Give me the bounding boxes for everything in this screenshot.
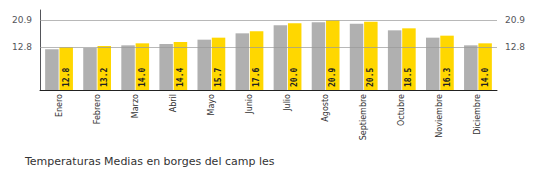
svg-text:14.0: 14.0 [138, 68, 147, 87]
svg-text:20.9: 20.9 [12, 15, 32, 25]
svg-text:18.5: 18.5 [404, 68, 413, 87]
svg-text:Febrero: Febrero [93, 94, 102, 124]
svg-text:Noviembre: Noviembre [435, 94, 444, 138]
svg-text:20.0: 20.0 [290, 68, 299, 87]
svg-text:20.9: 20.9 [505, 15, 525, 25]
svg-text:12.8: 12.8 [505, 42, 525, 52]
svg-text:Septiembre: Septiembre [359, 94, 368, 140]
svg-text:Octubre: Octubre [397, 94, 406, 126]
svg-text:16.3: 16.3 [443, 68, 452, 87]
svg-text:17.6: 17.6 [252, 68, 261, 87]
svg-text:Abril: Abril [169, 94, 178, 112]
svg-text:Temperaturas Medias en borges: Temperaturas Medias en borges del camp l… [24, 155, 275, 168]
svg-text:Mayo: Mayo [207, 94, 216, 116]
svg-text:13.2: 13.2 [100, 68, 109, 87]
svg-text:Junio: Junio [245, 94, 254, 115]
svg-text:Enero: Enero [55, 94, 64, 117]
svg-text:20.5: 20.5 [366, 68, 375, 87]
svg-text:14.0: 14.0 [481, 68, 490, 87]
svg-text:15.7: 15.7 [214, 68, 223, 87]
svg-text:12.8: 12.8 [62, 68, 71, 87]
svg-text:Julio: Julio [283, 94, 292, 112]
svg-text:Agosto: Agosto [321, 94, 330, 122]
svg-text:Marzo: Marzo [131, 94, 140, 118]
svg-text:14.4: 14.4 [176, 68, 185, 87]
svg-text:12.8: 12.8 [12, 42, 32, 52]
svg-text:Diciembre: Diciembre [473, 94, 482, 135]
svg-text:20.9: 20.9 [328, 68, 337, 87]
